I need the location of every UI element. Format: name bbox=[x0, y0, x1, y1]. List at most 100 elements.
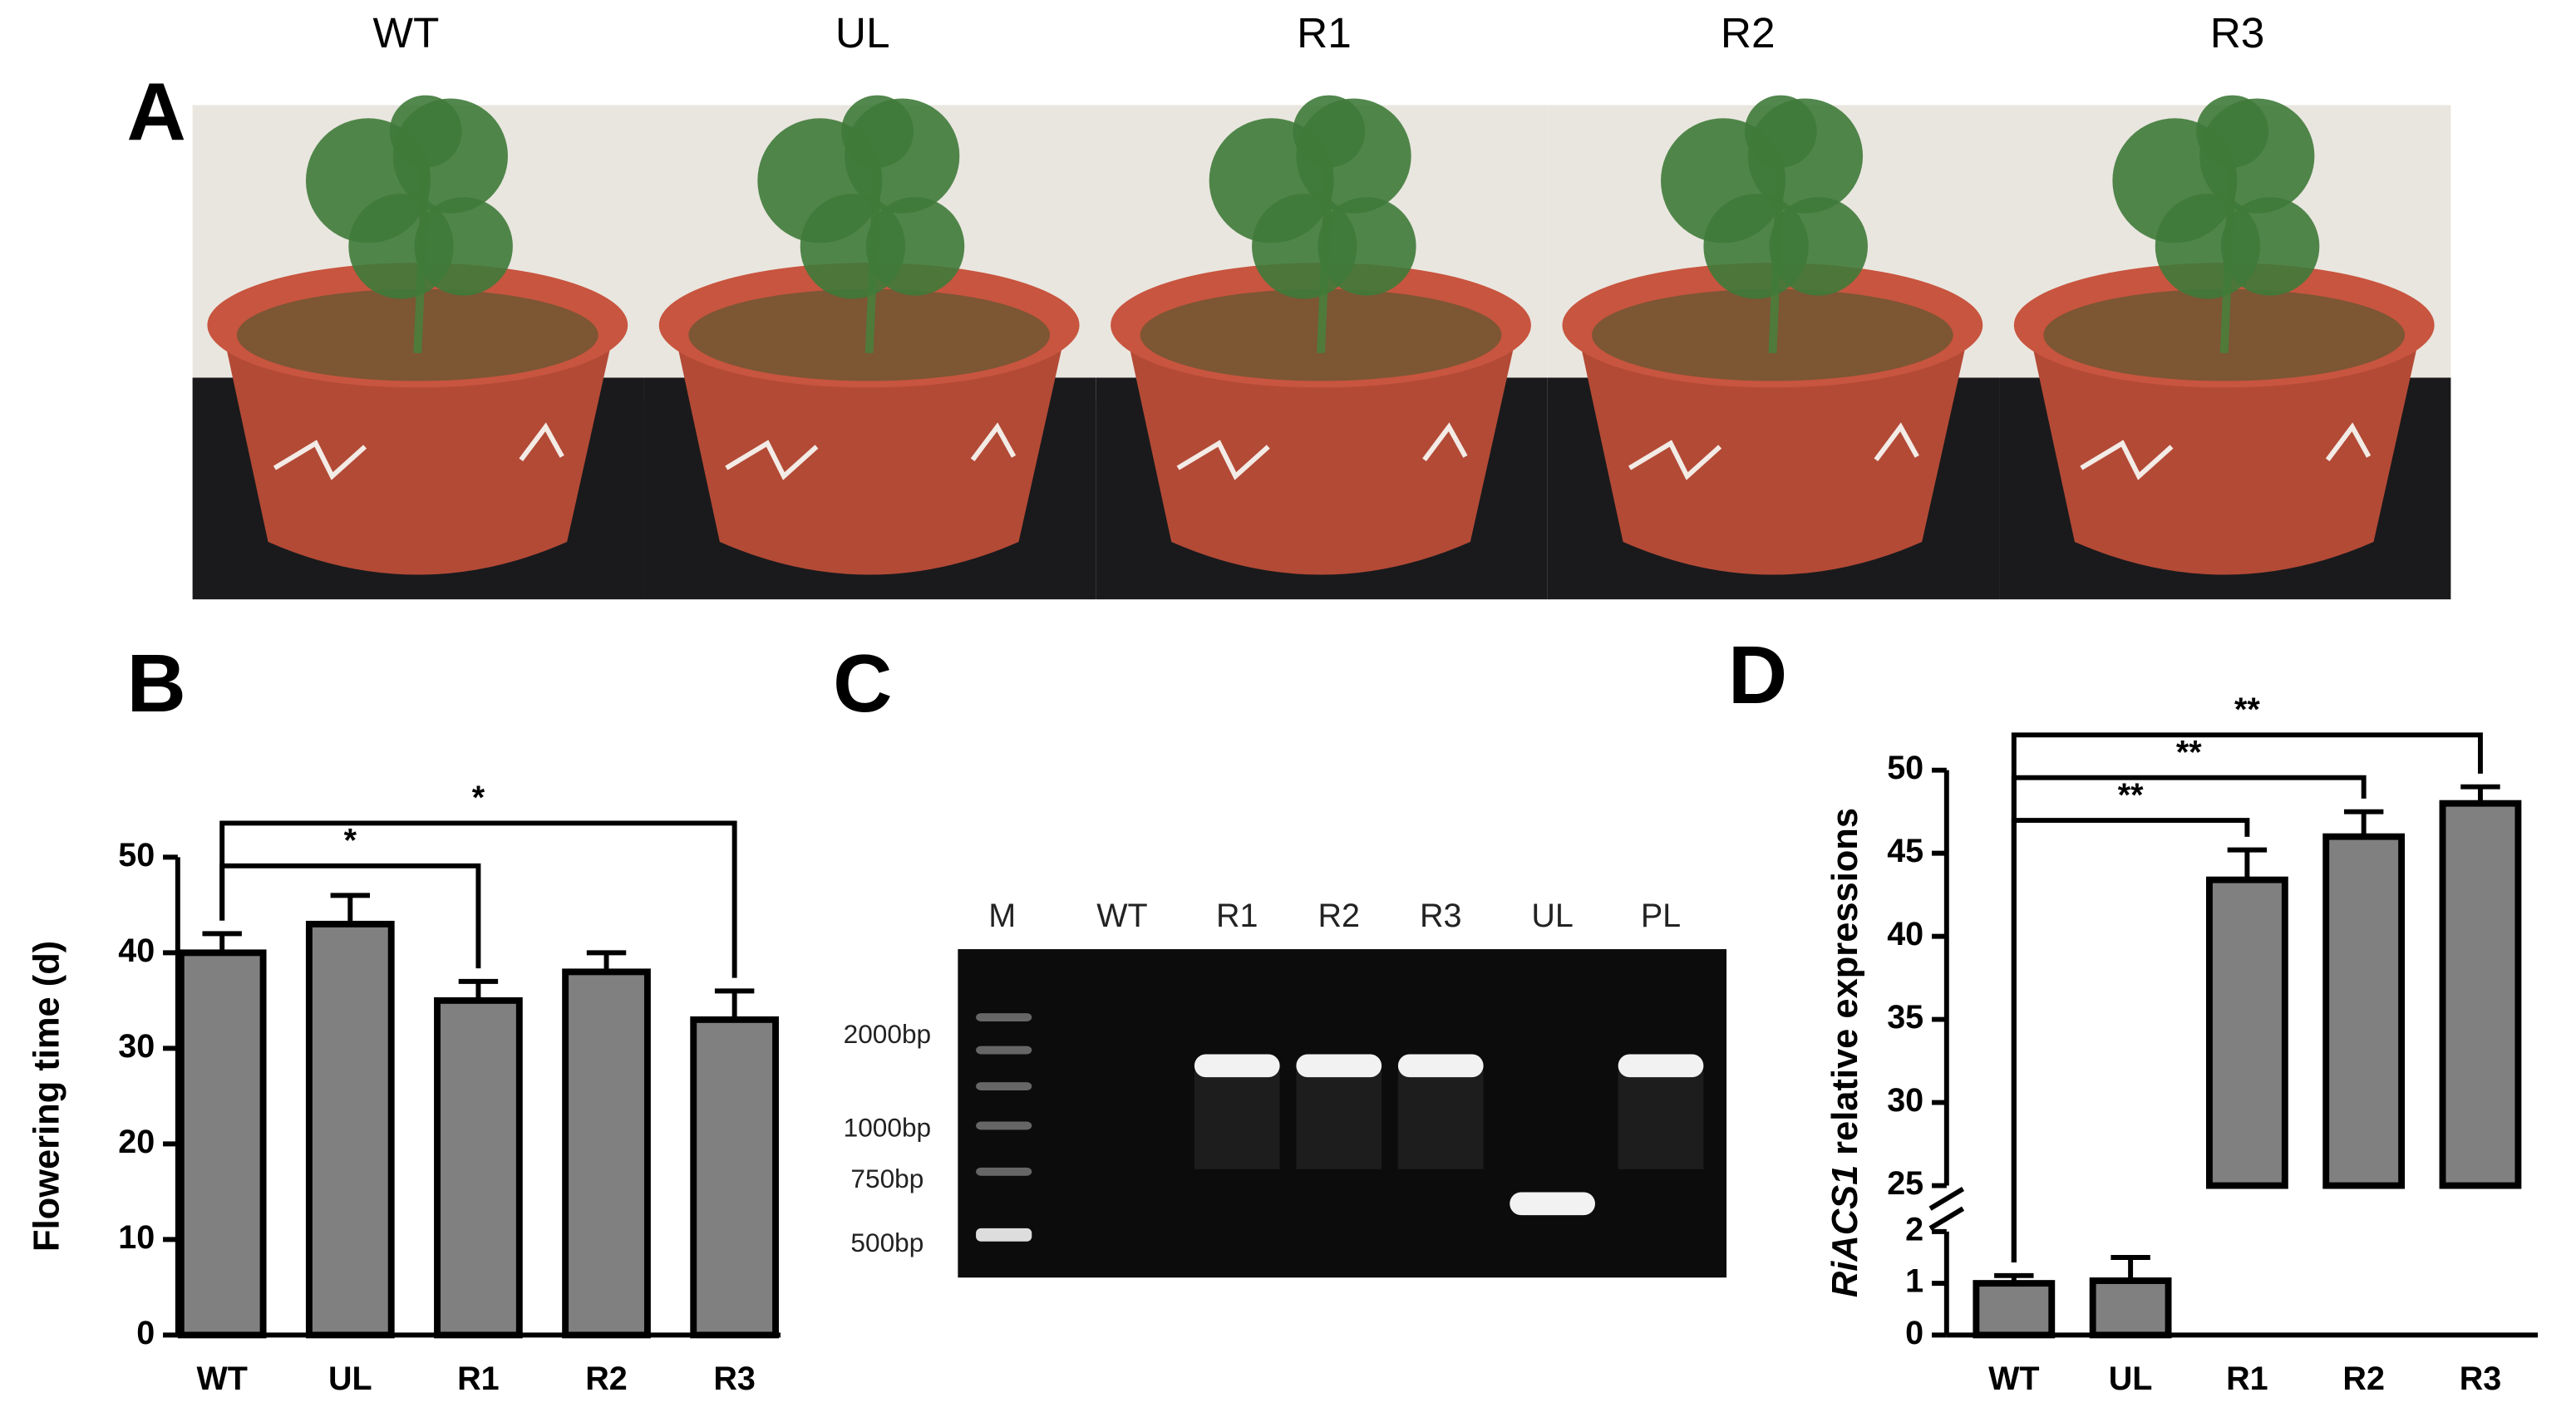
y-tick-label: 30 bbox=[1887, 1082, 1923, 1119]
band bbox=[1194, 1054, 1280, 1078]
error-bar bbox=[586, 950, 627, 972]
ladder-band bbox=[976, 1228, 1032, 1242]
axis-break bbox=[1928, 1186, 1965, 1231]
band-smear bbox=[1296, 1070, 1382, 1169]
leaf bbox=[389, 95, 462, 168]
y-axis-label: RiACS1 relative expressions bbox=[1826, 808, 1866, 1297]
lane-label: R1 bbox=[1216, 898, 1258, 934]
pot-decor bbox=[725, 422, 1017, 480]
ladder-band bbox=[976, 1121, 1032, 1130]
error-bar bbox=[2343, 809, 2384, 837]
panel-label: A bbox=[126, 66, 185, 157]
y-tick-label: 20 bbox=[118, 1124, 155, 1160]
y-tick-label: 40 bbox=[1887, 916, 1923, 952]
error-bar bbox=[202, 931, 242, 953]
photo-label: WT bbox=[373, 8, 440, 57]
bar bbox=[2322, 833, 2406, 1189]
bar bbox=[562, 968, 651, 1339]
band-smear bbox=[1618, 1070, 1704, 1169]
error-bar bbox=[2227, 847, 2268, 880]
band bbox=[1510, 1192, 1595, 1216]
significance-bracket bbox=[2011, 775, 2367, 1262]
ladder-band bbox=[976, 1167, 1032, 1176]
significance-label: * bbox=[472, 780, 485, 816]
y-axis-label-text: relative expressions bbox=[1826, 808, 1866, 1155]
bar bbox=[690, 1016, 779, 1339]
leaf bbox=[841, 95, 914, 168]
significance-bracket bbox=[219, 820, 737, 978]
leaf bbox=[2196, 95, 2269, 168]
y-tick-label: 0 bbox=[136, 1315, 155, 1351]
x-tick-label: R3 bbox=[713, 1361, 756, 1397]
marker-label: 750bp bbox=[850, 1164, 924, 1193]
marker-label: 1000bp bbox=[844, 1113, 931, 1143]
photo-strip: WT UL R1 R2 R3 bbox=[192, 8, 2451, 600]
ladder-band bbox=[976, 1082, 1032, 1090]
lane-label: UL bbox=[1531, 898, 1574, 934]
x-tick-label: R3 bbox=[2460, 1361, 2502, 1397]
significance-label: ** bbox=[2118, 777, 2144, 814]
lane-label: R2 bbox=[1318, 898, 1361, 934]
marker-label: 2000bp bbox=[844, 1019, 931, 1049]
ladder-band bbox=[976, 1013, 1032, 1021]
gel-image: M WT R1 R2 R3 UL PL 2000bp 1000bp 750bp 500bp bbox=[844, 898, 1727, 1278]
y-tick-label: 50 bbox=[118, 837, 155, 873]
y-axis-label-gene: RiACS1 bbox=[1826, 1165, 1866, 1297]
significance-bracket bbox=[2011, 732, 2483, 1262]
y-tick-label: 0 bbox=[1905, 1315, 1923, 1351]
panel-label: D bbox=[1728, 629, 1787, 721]
lane-label: M bbox=[988, 898, 1016, 934]
band bbox=[1618, 1054, 1704, 1078]
x-tick-label: UL bbox=[2109, 1361, 2153, 1397]
x-tick-label: WT bbox=[196, 1361, 247, 1397]
photo-label: R2 bbox=[1721, 8, 1776, 57]
y-tick-label: 25 bbox=[1887, 1165, 1923, 1202]
band bbox=[1397, 1054, 1484, 1078]
pot-decor bbox=[273, 422, 564, 480]
leaf bbox=[2220, 197, 2320, 296]
x-tick-label: R2 bbox=[585, 1361, 628, 1397]
y-tick-label: 10 bbox=[118, 1219, 155, 1256]
band-smear bbox=[1194, 1070, 1280, 1169]
panel-label: C bbox=[833, 637, 892, 729]
panel-label: B bbox=[126, 637, 185, 729]
ladder-band bbox=[976, 1046, 1032, 1055]
bar bbox=[177, 949, 267, 1339]
pot-decor bbox=[1628, 422, 1919, 480]
y-tick-label: 35 bbox=[1887, 999, 1923, 1036]
bar bbox=[2089, 1277, 2172, 1339]
photo-label: R1 bbox=[1297, 8, 1352, 57]
x-tick-label: WT bbox=[1988, 1361, 2039, 1397]
pot-decor bbox=[2080, 422, 2372, 480]
bar bbox=[434, 996, 523, 1339]
leaf bbox=[865, 197, 965, 296]
y-axis-label: Flowering time (d) bbox=[27, 941, 67, 1252]
pot-decor bbox=[1176, 422, 1468, 480]
bar bbox=[305, 920, 395, 1339]
leaf bbox=[1744, 95, 1817, 168]
y-tick-label: 45 bbox=[1887, 833, 1923, 869]
lane-label: R3 bbox=[1420, 898, 1462, 934]
leaf bbox=[414, 197, 513, 296]
photo-label: R3 bbox=[2210, 8, 2265, 57]
photo-label: UL bbox=[835, 8, 890, 57]
bar bbox=[2205, 876, 2288, 1189]
error-bar bbox=[1994, 1272, 2034, 1284]
leaf bbox=[1769, 197, 1868, 296]
bar bbox=[1973, 1280, 2056, 1339]
marker-label: 500bp bbox=[850, 1228, 924, 1257]
lane-label: PL bbox=[1641, 898, 1681, 934]
significance-label: ** bbox=[2176, 734, 2202, 770]
lane-label: WT bbox=[1096, 898, 1147, 934]
bar bbox=[2439, 800, 2522, 1189]
y-tick-label: 2 bbox=[1905, 1211, 1923, 1247]
error-bar bbox=[458, 978, 499, 1001]
y-tick-label: 50 bbox=[1887, 750, 1923, 786]
error-bar bbox=[2111, 1255, 2150, 1282]
leaf bbox=[1318, 197, 1416, 296]
y-tick-label: 40 bbox=[118, 932, 155, 969]
error-bar bbox=[714, 988, 755, 1020]
y-tick-label: 1 bbox=[1905, 1263, 1923, 1300]
error-bar bbox=[2460, 784, 2500, 804]
